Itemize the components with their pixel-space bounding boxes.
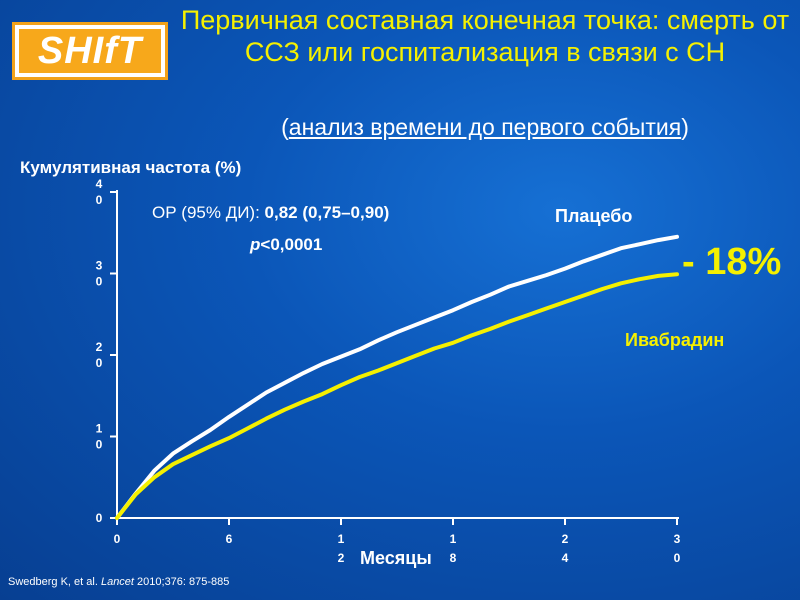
p-value-letter: p: [250, 235, 261, 254]
citation: Swedberg K, et al. Lancet 2010;376: 875-…: [8, 576, 238, 589]
citation-journal: Lancet: [100, 576, 134, 588]
subtitle-text: анализ времени до первого события: [288, 114, 682, 140]
p-value: p<0,0001: [250, 235, 322, 255]
risk-reduction-label: - 18%: [682, 241, 782, 283]
chart-lines: [115, 234, 679, 520]
subtitle-open-paren: (: [281, 114, 289, 140]
citation-details: 2010;376: 875-885: [133, 576, 230, 588]
hazard-ratio-value: 0,82 (0,75–0,90): [264, 203, 390, 222]
hazard-ratio-label: ОР (95% ДИ):: [152, 203, 265, 222]
citation-authors: Swedberg K, et al.: [8, 576, 101, 588]
slide-subtitle: (анализ времени до первого события): [175, 114, 795, 141]
subtitle-close-paren: ): [681, 114, 689, 140]
hazard-ratio: ОР (95% ДИ): 0,82 (0,75–0,90): [152, 203, 389, 223]
slide-title: Первичная составная конечная точка: смер…: [180, 5, 790, 67]
p-value-text: <0,0001: [260, 235, 323, 254]
y-axis-label: Кумулятивная частота (%): [20, 158, 242, 177]
chart-ticks: 0 1 0 2 0 3 0 4 0 0 6 1 2 1 8 2 4 3 0: [96, 177, 681, 565]
shift-logo: SHIfT: [12, 22, 168, 80]
x-tick-label: 6: [226, 532, 233, 546]
y-tick-label: 0: [96, 511, 103, 525]
ivabradine-series-label: Ивабрадин: [625, 330, 725, 350]
shift-logo-text: SHIfT: [37, 29, 143, 72]
chart-axes: [116, 190, 679, 519]
x-axis-label: Месяцы: [360, 548, 432, 568]
placebo-curve: [115, 234, 679, 520]
x-tick-label: 0: [114, 532, 121, 546]
shift-logo-background: SHIfT: [19, 29, 161, 73]
ivabradine-curve: [115, 272, 679, 520]
placebo-series-label: Плацебо: [555, 206, 633, 226]
